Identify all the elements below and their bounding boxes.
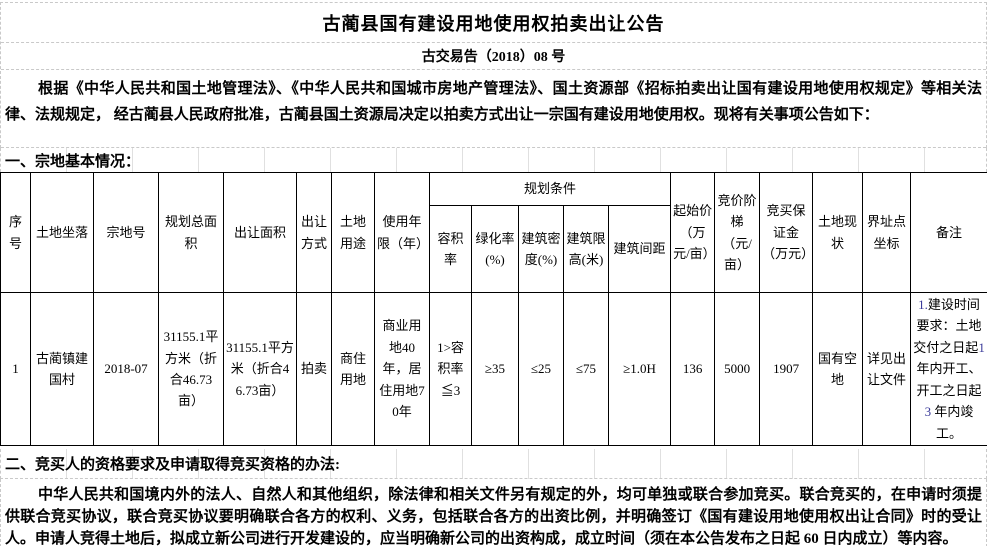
td-land-use: 商住用地 [331,291,375,447]
td-building-spacing: ≥1.0H [607,291,672,447]
th-building-density: 建筑密度(%) [518,205,564,293]
qualification-section: 中华人民共和国境内外的法人、自然人和其他组织，除法律和相关文件另有规定的外，均可… [0,479,987,546]
section-2-heading: 二、竞买人的资格要求及申请取得竞买资格的办法: [0,449,987,480]
th-land-status: 土地现状 [812,172,864,293]
td-building-density: ≤25 [518,291,564,447]
th-location: 土地坐落 [30,172,94,293]
doc-number: 古交易告（2018）08 号 [421,50,566,65]
intro-paragraph: 根据《中华人民共和国土地管理法》、《中华人民共和国城市房地产管理法》、国土资源部… [5,81,982,123]
th-plot-ratio: 容积率 [429,205,472,293]
th-serial: 序号 [0,172,31,293]
th-height-limit: 建筑限高(米) [563,205,609,293]
td-starting-price: 136 [670,291,716,447]
td-greening-rate: ≥35 [471,291,519,447]
td-serial: 1 [0,291,31,447]
td-transfer-method: 拍卖 [296,291,332,447]
th-deposit: 竞买保证金（万元） [759,172,814,293]
td-use-years: 商业用地40年，居住用地70年 [374,291,430,447]
td-parcel-no: 2018-07 [93,291,159,447]
th-greening-rate: 绿化率(%) [471,205,519,293]
th-starting-price: 起始价（万元/亩） [670,172,716,293]
th-parcel-no: 宗地号 [93,172,159,293]
th-bid-increment: 竞价阶梯（元/亩） [714,172,761,293]
td-boundary-coords: 详见出让文件 [862,291,912,447]
qualification-paragraph: 中华人民共和国境内外的法人、自然人和其他组织，除法律和相关文件另有规定的外，均可… [5,487,982,546]
th-transfer-area: 出让面积 [223,172,297,293]
th-boundary-coords: 界址点坐标 [862,172,912,293]
doc-number-row: 古交易告（2018）08 号 [1,43,986,70]
td-bid-increment: 5000 [714,291,761,447]
land-parcel-table: 序号 土地坐落 宗地号 规划总面积 出让面积 出让方式 土地用途 使用年限（年）… [0,172,987,447]
td-transfer-area: 31155.1平方米（折合46.73亩） [223,291,297,447]
td-location: 古蔺镇建国村 [30,291,94,447]
page-title: 古蔺县国有建设用地使用权拍卖出让公告 [322,13,665,34]
td-land-status: 国有空地 [812,291,864,447]
td-deposit: 1907 [759,291,814,447]
td-remark: 1.建设时间要求：土地交付之日起1年内开工、开工之日起 3 年内竣工。 [910,291,987,447]
th-remark: 备注 [910,172,987,293]
th-use-years: 使用年限（年） [374,172,430,293]
th-land-use: 土地用途 [331,172,375,293]
th-planned-area: 规划总面积 [158,172,224,293]
table-row: 1 古蔺镇建国村 2018-07 31155.1平方米（折合46.73亩） 31… [0,291,987,447]
th-building-spacing: 建筑间距 [607,205,672,293]
td-plot-ratio: 1>容积率≦3 [429,291,472,447]
th-group-planning-conditions: 规划条件 [428,172,672,206]
intro-section: 根据《中华人民共和国土地管理法》、《中华人民共和国城市房地产管理法》、国土资源部… [1,70,986,148]
th-transfer-method: 出让方式 [296,172,332,293]
top-box: 古蔺县国有建设用地使用权拍卖出让公告 古交易告（2018）08 号 根据《中华人… [0,2,987,148]
section-1-heading: 一、宗地基本情况： [0,148,987,172]
title-row: 古蔺县国有建设用地使用权拍卖出让公告 [1,3,986,43]
td-height-limit: ≤75 [563,291,609,447]
td-planned-area: 31155.1平方米（折合46.73亩） [158,291,224,447]
